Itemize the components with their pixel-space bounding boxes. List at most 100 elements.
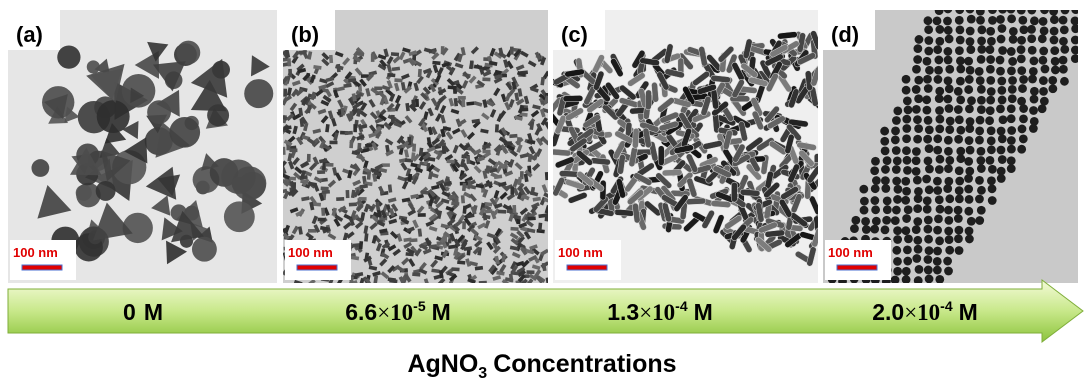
particle [859,185,868,194]
particle [881,225,890,234]
particle [1007,47,1016,56]
particle [731,182,737,202]
particle [484,209,492,213]
particle [1071,36,1080,45]
panels: (a)100 nm(b)100 nm(c)100 nm(d)100 nm [8,5,1080,287]
particle [881,184,890,193]
particle [1040,97,1049,106]
particle [1007,5,1016,14]
particle [986,96,995,105]
particle [988,184,997,193]
particle [662,169,682,176]
particle [964,174,973,183]
particle [902,75,911,84]
particle [1018,84,1027,93]
x-label-main: AgNO [407,350,478,378]
particle [892,246,901,255]
particle [977,55,986,64]
particle [996,56,1005,65]
particle [987,37,996,46]
panel-label: (b) [291,22,319,47]
particle [924,47,933,56]
particle [903,166,912,175]
particle [975,67,984,76]
particle [977,186,986,195]
particle [860,197,869,206]
particle [1019,104,1028,113]
particle [922,95,931,104]
particle [987,126,996,135]
particle [367,171,371,179]
particle [1048,84,1057,93]
particle [933,146,942,155]
particle [1060,77,1069,86]
particle [870,196,879,205]
particle [935,125,944,134]
particle [221,159,255,193]
exponent: -5 [413,298,426,314]
particle [1040,27,1049,36]
particle [913,55,922,64]
particle [935,37,944,46]
particle [955,5,964,14]
particle [871,157,880,166]
particle [956,25,965,34]
particle [965,195,974,204]
particle [870,166,879,175]
coefficient: 6.6 [345,299,377,325]
particle [944,76,953,85]
particle [1018,125,1027,134]
particle [1017,66,1026,75]
particle [933,257,942,266]
particle [31,159,49,177]
base: 10 [652,300,675,325]
particle [224,201,255,232]
particle [975,127,984,136]
particle [996,67,1005,76]
particle [954,214,963,223]
particle [883,205,892,214]
particle [986,27,995,36]
particle [977,164,986,173]
particle [936,205,945,214]
particle [925,144,934,153]
particle [1040,5,1049,14]
particle [1019,75,1028,84]
particle [321,208,325,216]
scale-bar [22,265,62,270]
particle [545,172,549,180]
particle [512,205,516,213]
particle [902,187,911,196]
particle [192,237,217,262]
scale-bar [297,265,337,270]
particle [902,86,911,95]
particle [913,176,922,185]
scale-bar-label: 100 nm [828,245,873,260]
particle [988,165,997,174]
particle [935,94,944,103]
particle [359,241,363,249]
particle [912,65,921,74]
particle [985,116,994,125]
particle [933,266,942,275]
particle [1018,16,1027,25]
particle [318,218,326,222]
particle [946,117,955,126]
particle [924,36,933,45]
particle [122,74,156,108]
particle [935,6,944,15]
particle [955,186,964,195]
particle [967,217,976,226]
particle [964,157,973,166]
particle [317,170,325,174]
particle [943,17,952,26]
particle [997,77,1006,86]
particle [1039,47,1048,56]
particle [944,56,953,65]
particle [872,217,881,226]
particle [925,185,934,194]
particle [282,147,286,155]
particle [966,27,975,36]
particle [977,45,986,54]
particle [955,46,964,55]
